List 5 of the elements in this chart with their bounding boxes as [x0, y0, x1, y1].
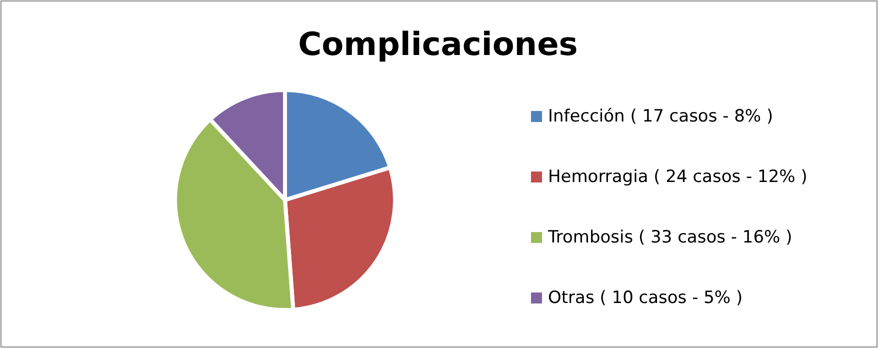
legend-label: Otras ( 10 casos - 5% ) [548, 288, 743, 308]
chart-title: Complicaciones [298, 25, 578, 63]
legend-label: Hemorragia ( 24 casos - 12% ) [548, 167, 808, 188]
legend-label: Trombosis ( 33 casos - 16% ) [547, 228, 792, 248]
legend-label: Infección ( 17 casos - 8% ) [548, 106, 774, 127]
